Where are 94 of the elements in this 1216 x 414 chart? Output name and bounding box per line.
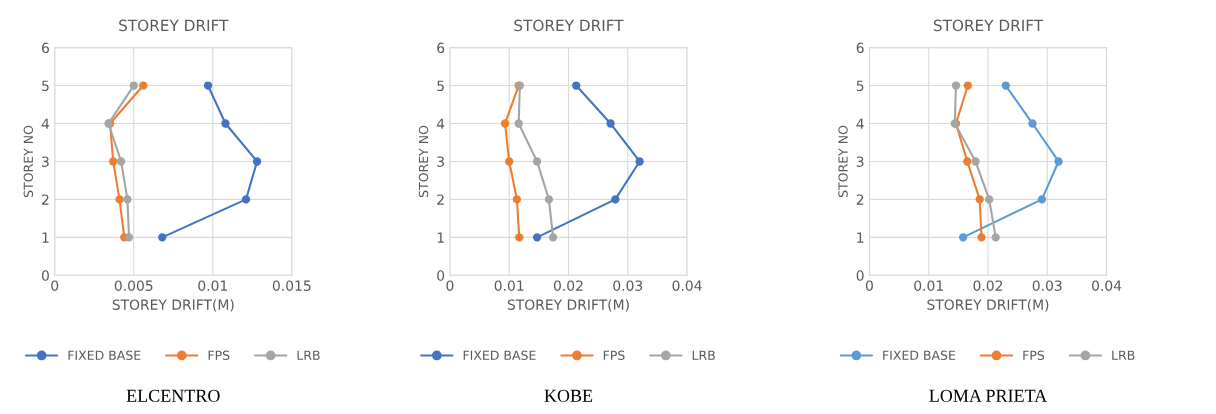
x-tick-label: 0.02 [553,280,583,291]
point [109,157,118,166]
chart-title: STOREY DRIFT [119,19,229,32]
point [977,233,986,242]
legend-label: LRB [1112,350,1135,360]
point [991,233,1000,242]
point [1001,81,1010,90]
legend-label: FPS [1023,350,1045,360]
y-tick-label: 4 [41,118,50,129]
y-tick-label: 6 [437,42,445,54]
point [221,119,230,128]
point [515,233,524,242]
point [252,157,262,166]
point [958,233,968,242]
y-tick-label: 0 [856,270,864,281]
point [548,233,558,242]
y-tick-label: 4 [856,118,864,129]
point [975,195,984,204]
point [963,81,973,90]
text: ELCENTRO [126,389,220,402]
y-tick-label: 1 [42,232,49,243]
point [963,157,972,166]
point [611,195,620,204]
point [115,195,124,204]
point [1037,195,1047,204]
legend-label: LRB [297,350,320,360]
x-tick-label: 0.04 [1092,280,1122,291]
x-tick-label: 0.005 [114,280,153,291]
x-tick-label: 0.01 [494,280,524,291]
point [129,81,138,90]
y-tick-label: 0 [41,270,49,281]
point [1028,119,1037,128]
point [951,81,961,90]
y-axis-title: STOREY NO [838,125,848,198]
point [116,157,126,166]
y-tick-label: 4 [436,118,445,129]
x-tick-label: 0 [865,280,873,291]
text: LOMA PRIETA [929,389,1048,402]
point [512,195,522,204]
point [532,157,542,166]
point [158,233,167,242]
y-axis-title: STOREY NO [23,125,34,198]
y-tick-label: 3 [437,156,444,167]
y-tick-label: 5 [437,80,444,92]
text: KOBE [544,389,593,402]
point [606,119,615,128]
y-tick-label: 6 [41,42,49,54]
x-tick-label: 0.01 [198,280,227,291]
legend-label: LRB [692,350,715,360]
point [985,195,994,204]
x-axis-title: STOREY DRIFT(M) [507,299,629,312]
point [123,195,132,204]
point [514,119,523,128]
x-axis-title: STOREY DRIFT(M) [112,299,234,312]
y-tick-label: 6 [856,42,864,54]
y-tick-label: 2 [856,194,864,205]
x-tick-label: 0 [446,280,454,291]
x-tick-label: 0.015 [272,280,311,291]
x-axis-title: STOREY DRIFT(M) [927,299,1049,312]
y-axis-title: STOREY NO [418,125,429,198]
chart-title: STOREY DRIFT [514,19,624,32]
y-tick-label: 1 [437,232,444,243]
point [1054,157,1063,166]
y-tick-label: 3 [42,156,49,167]
y-tick-label: 2 [437,194,444,205]
legend-label: FPS [603,350,625,360]
x-tick-label: 0.03 [613,280,643,291]
point [203,81,213,90]
x-tick-label: 0.03 [1032,280,1062,291]
y-tick-label: 5 [856,80,864,92]
point [139,81,148,90]
chart-title: STOREY DRIFT [933,19,1044,32]
x-tick-label: 0.02 [973,280,1003,291]
x-tick-label: 0.04 [672,280,702,291]
legend-label: FIXED BASE [463,350,536,360]
y-tick-label: 1 [857,232,864,243]
point [532,233,542,242]
y-tick-label: 5 [42,80,49,92]
point [241,195,251,204]
y-tick-label: 0 [437,270,445,281]
x-tick-label: 0.01 [914,280,943,291]
x-tick-label: 0 [51,280,59,291]
y-tick-label: 2 [42,194,49,205]
legend-label: FIXED BASE [68,350,141,360]
point [505,157,514,166]
point [971,157,980,166]
legend-label: FPS [208,350,230,360]
point [500,119,510,128]
y-tick-label: 3 [856,156,864,167]
point [572,81,581,90]
point [544,195,554,204]
point [635,157,644,166]
point [124,233,134,242]
legend-label: FIXED BASE [883,350,956,360]
